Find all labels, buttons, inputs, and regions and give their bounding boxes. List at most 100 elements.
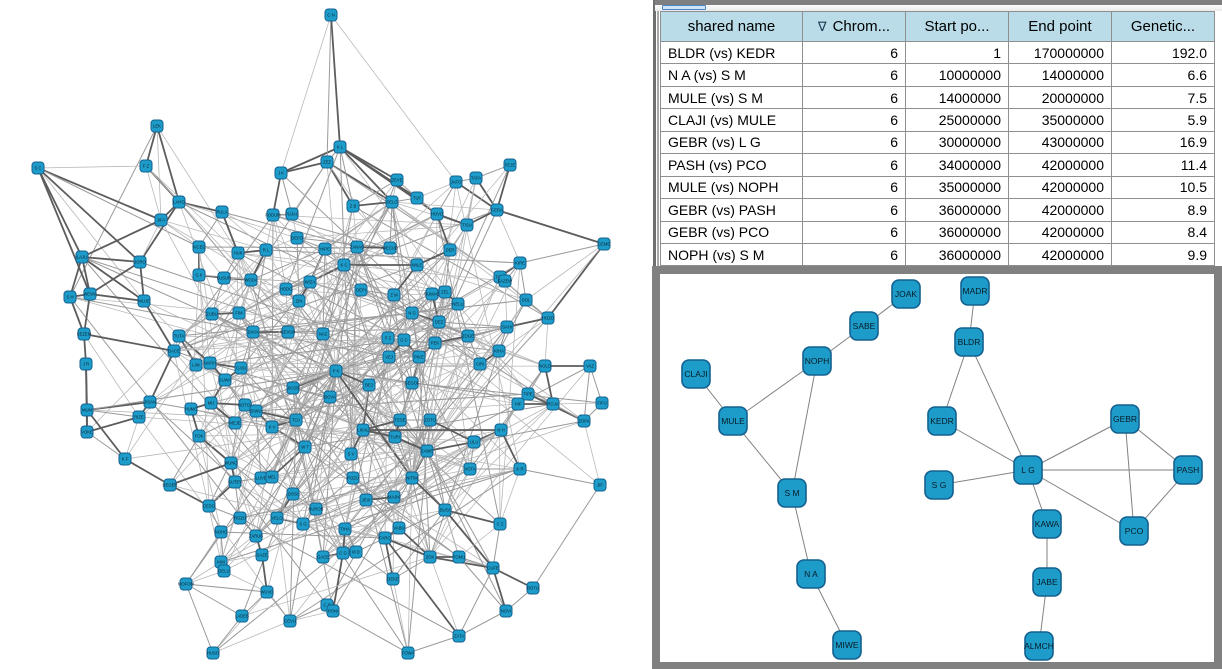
table-cell[interactable]: 6	[802, 153, 906, 177]
node-shape[interactable]	[423, 550, 437, 564]
scrollbar-thumb[interactable]	[662, 5, 706, 10]
node-shape[interactable]	[77, 327, 91, 341]
network-node[interactable]: WIZA	[303, 275, 317, 289]
node-shape[interactable]	[583, 359, 597, 373]
table-cell[interactable]: 5.9	[1111, 108, 1215, 132]
network-node[interactable]: WODA	[244, 273, 258, 287]
network-node-s-m[interactable]: S M	[777, 478, 807, 508]
node-shape[interactable]	[513, 256, 527, 270]
node-shape[interactable]	[927, 406, 957, 436]
table-row[interactable]: MULE (vs) S M 6 14000000 20000000 7.5	[660, 85, 1215, 110]
network-node[interactable]: DOL	[519, 293, 533, 307]
node-shape[interactable]	[452, 550, 466, 564]
network-node[interactable]: CERA	[490, 203, 504, 217]
network-node[interactable]: LEK	[150, 119, 164, 133]
node-shape[interactable]	[538, 359, 552, 373]
node-shape[interactable]	[260, 585, 274, 599]
network-node[interactable]: VOTA	[463, 462, 477, 476]
network-node[interactable]: S C	[31, 161, 45, 175]
column-header-end-point[interactable]: End point	[1008, 11, 1112, 42]
node-shape[interactable]	[338, 522, 352, 536]
table-cell[interactable]: 36000000	[905, 242, 1009, 267]
node-shape[interactable]	[494, 423, 508, 437]
network-node[interactable]: VEJ	[382, 350, 396, 364]
network-node[interactable]: DEPI	[354, 283, 368, 297]
node-shape[interactable]	[259, 243, 273, 257]
table-cell[interactable]: 6	[802, 40, 906, 65]
node-shape[interactable]	[31, 161, 45, 175]
network-node[interactable]: WUVO	[260, 585, 274, 599]
network-node[interactable]: S V	[344, 447, 358, 461]
network-node[interactable]: JICOB	[286, 381, 300, 395]
node-shape[interactable]	[265, 470, 279, 484]
table-row[interactable]: N A (vs) S M 6 10000000 14000000 6.6	[660, 63, 1215, 87]
node-shape[interactable]	[401, 646, 415, 660]
node-shape[interactable]	[249, 404, 263, 418]
network-node[interactable]: ZAWE	[420, 444, 434, 458]
node-shape[interactable]	[383, 241, 397, 255]
network-node-bldr[interactable]: BLDR	[954, 327, 984, 357]
network-node[interactable]: GEME	[597, 237, 611, 251]
network-node[interactable]: K R	[513, 462, 527, 476]
node-shape[interactable]	[118, 452, 132, 466]
node-shape[interactable]	[718, 406, 748, 436]
table-cell[interactable]: 42000000	[1008, 242, 1112, 267]
node-shape[interactable]	[891, 279, 921, 309]
network-node-pco[interactable]: PCO	[1119, 516, 1149, 546]
node-shape[interactable]	[292, 294, 306, 308]
node-shape[interactable]	[777, 478, 807, 508]
node-shape[interactable]	[224, 456, 238, 470]
node-shape[interactable]	[381, 331, 395, 345]
network-node[interactable]: HIPE	[318, 242, 332, 256]
network-node[interactable]: TIHA	[338, 522, 352, 536]
network-node[interactable]: BUMAG	[424, 287, 440, 301]
node-shape[interactable]	[318, 242, 332, 256]
table-cell[interactable]: 34000000	[905, 153, 1009, 177]
node-shape[interactable]	[249, 529, 263, 543]
table-cell[interactable]: 35000000	[1008, 108, 1112, 132]
network-node-gebr[interactable]: GEBR	[1110, 404, 1140, 434]
table-cell[interactable]: 10000000	[905, 63, 1009, 87]
network-node[interactable]: WEWA	[83, 287, 97, 301]
node-shape[interactable]	[503, 158, 517, 172]
network-node[interactable]: MEL	[265, 470, 279, 484]
table-row[interactable]: BLDR (vs) KEDR 6 1 170000000 192.0	[660, 40, 1215, 65]
node-shape[interactable]	[217, 271, 231, 285]
node-shape[interactable]	[232, 306, 246, 320]
network-node[interactable]: HIF	[511, 397, 525, 411]
table-cell[interactable]: 8.4	[1111, 220, 1215, 244]
node-shape[interactable]	[285, 207, 299, 221]
table-cell[interactable]: BLDR (vs) KEDR	[660, 40, 803, 65]
table-cell[interactable]: 16.9	[1111, 130, 1215, 155]
node-shape[interactable]	[235, 609, 249, 623]
overview-network-canvas[interactable]: JOAK MADR SABE NOPH CLAJI BLDR MULE KEDR GEBR S G…	[660, 274, 1214, 662]
node-shape[interactable]	[1173, 455, 1203, 485]
table-cell[interactable]: NOPH (vs) S M	[660, 242, 803, 267]
node-shape[interactable]	[137, 294, 151, 308]
node-shape[interactable]	[266, 208, 280, 222]
network-node-jabe[interactable]: JABE	[1032, 567, 1062, 597]
table-cell[interactable]: 192.0	[1111, 40, 1215, 65]
network-node-kedr[interactable]: KEDR	[927, 406, 957, 436]
node-shape[interactable]	[832, 630, 862, 660]
network-node[interactable]: PUJAC	[285, 207, 299, 221]
network-node[interactable]: VAZ	[583, 359, 597, 373]
network-node[interactable]: CEVU	[283, 614, 297, 628]
node-shape[interactable]	[320, 155, 334, 169]
node-shape[interactable]	[172, 195, 186, 209]
table-cell[interactable]: 9.9	[1111, 242, 1215, 267]
network-node[interactable]: J K	[274, 166, 288, 180]
node-shape[interactable]	[432, 315, 446, 329]
network-node[interactable]: Z B	[346, 199, 360, 213]
node-shape[interactable]	[350, 240, 364, 254]
node-shape[interactable]	[499, 604, 513, 618]
network-node[interactable]: MIJ	[204, 396, 218, 410]
main-network-canvas[interactable]: LEK F Z S C J K ZEZ LAHO JIFA PULA FODUM PUJAC DEF…	[0, 0, 653, 669]
node-shape[interactable]	[390, 173, 404, 187]
node-shape[interactable]	[204, 396, 218, 410]
node-shape[interactable]	[359, 493, 373, 507]
network-node[interactable]: BACE	[167, 344, 181, 358]
network-node[interactable]: HOZO	[541, 311, 555, 325]
node-shape[interactable]	[469, 171, 483, 185]
node-shape[interactable]	[382, 350, 396, 364]
